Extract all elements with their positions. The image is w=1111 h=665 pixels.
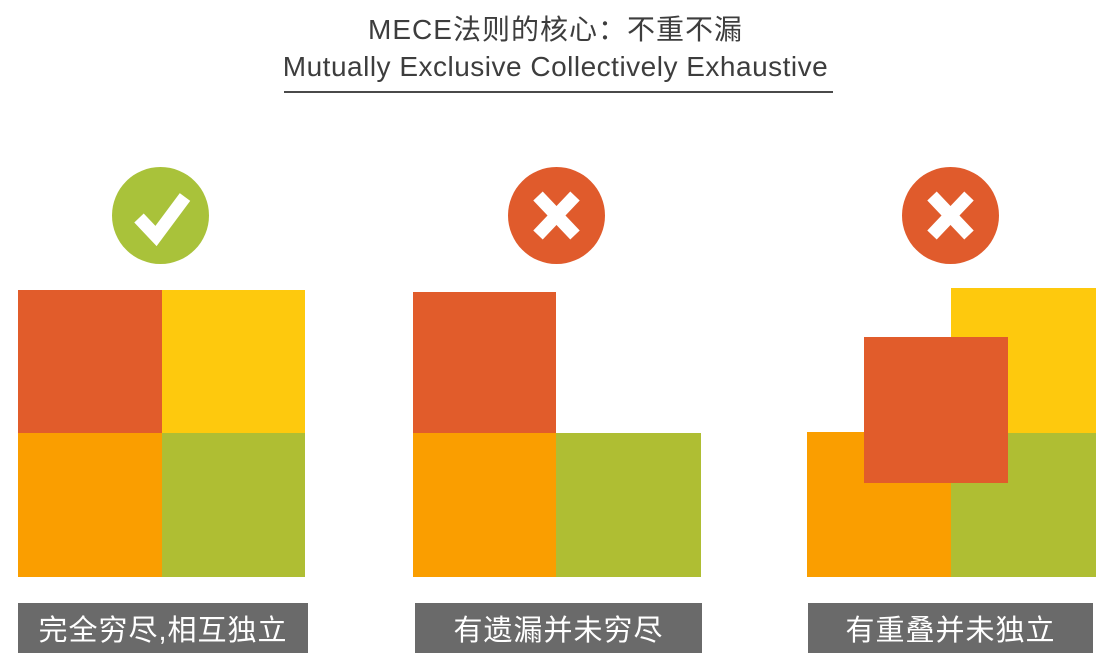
cross-icon <box>533 191 580 240</box>
panel1-square-green-bottomright <box>162 433 305 577</box>
panel3-caption: 有重叠并未独立 <box>808 603 1093 653</box>
panel1-check-badge <box>112 167 209 264</box>
check-icon <box>134 193 191 247</box>
page-title: MECE法则的核心：不重不漏 <box>368 14 743 45</box>
panel2-cross-badge <box>508 167 605 264</box>
panel1-caption: 完全穷尽,相互独立 <box>18 603 308 653</box>
panel2-square-green-bottomright <box>556 433 701 577</box>
panel3-cross-badge <box>902 167 999 264</box>
cross-icon <box>927 191 974 240</box>
panel1-square-yellow-topright <box>162 290 305 433</box>
panel3-square-red-overlap <box>864 337 1008 483</box>
title-underline <box>284 91 833 93</box>
panel1-square-orange-bottomleft <box>18 433 162 577</box>
panel2-square-orange-bottomleft <box>413 433 556 577</box>
page-subtitle: Mutually Exclusive Collectively Exhausti… <box>282 51 829 82</box>
panel2-square-red-topleft <box>413 292 556 433</box>
panel1-square-red-topleft <box>18 290 162 433</box>
panel2-caption: 有遗漏并未穷尽 <box>415 603 702 653</box>
